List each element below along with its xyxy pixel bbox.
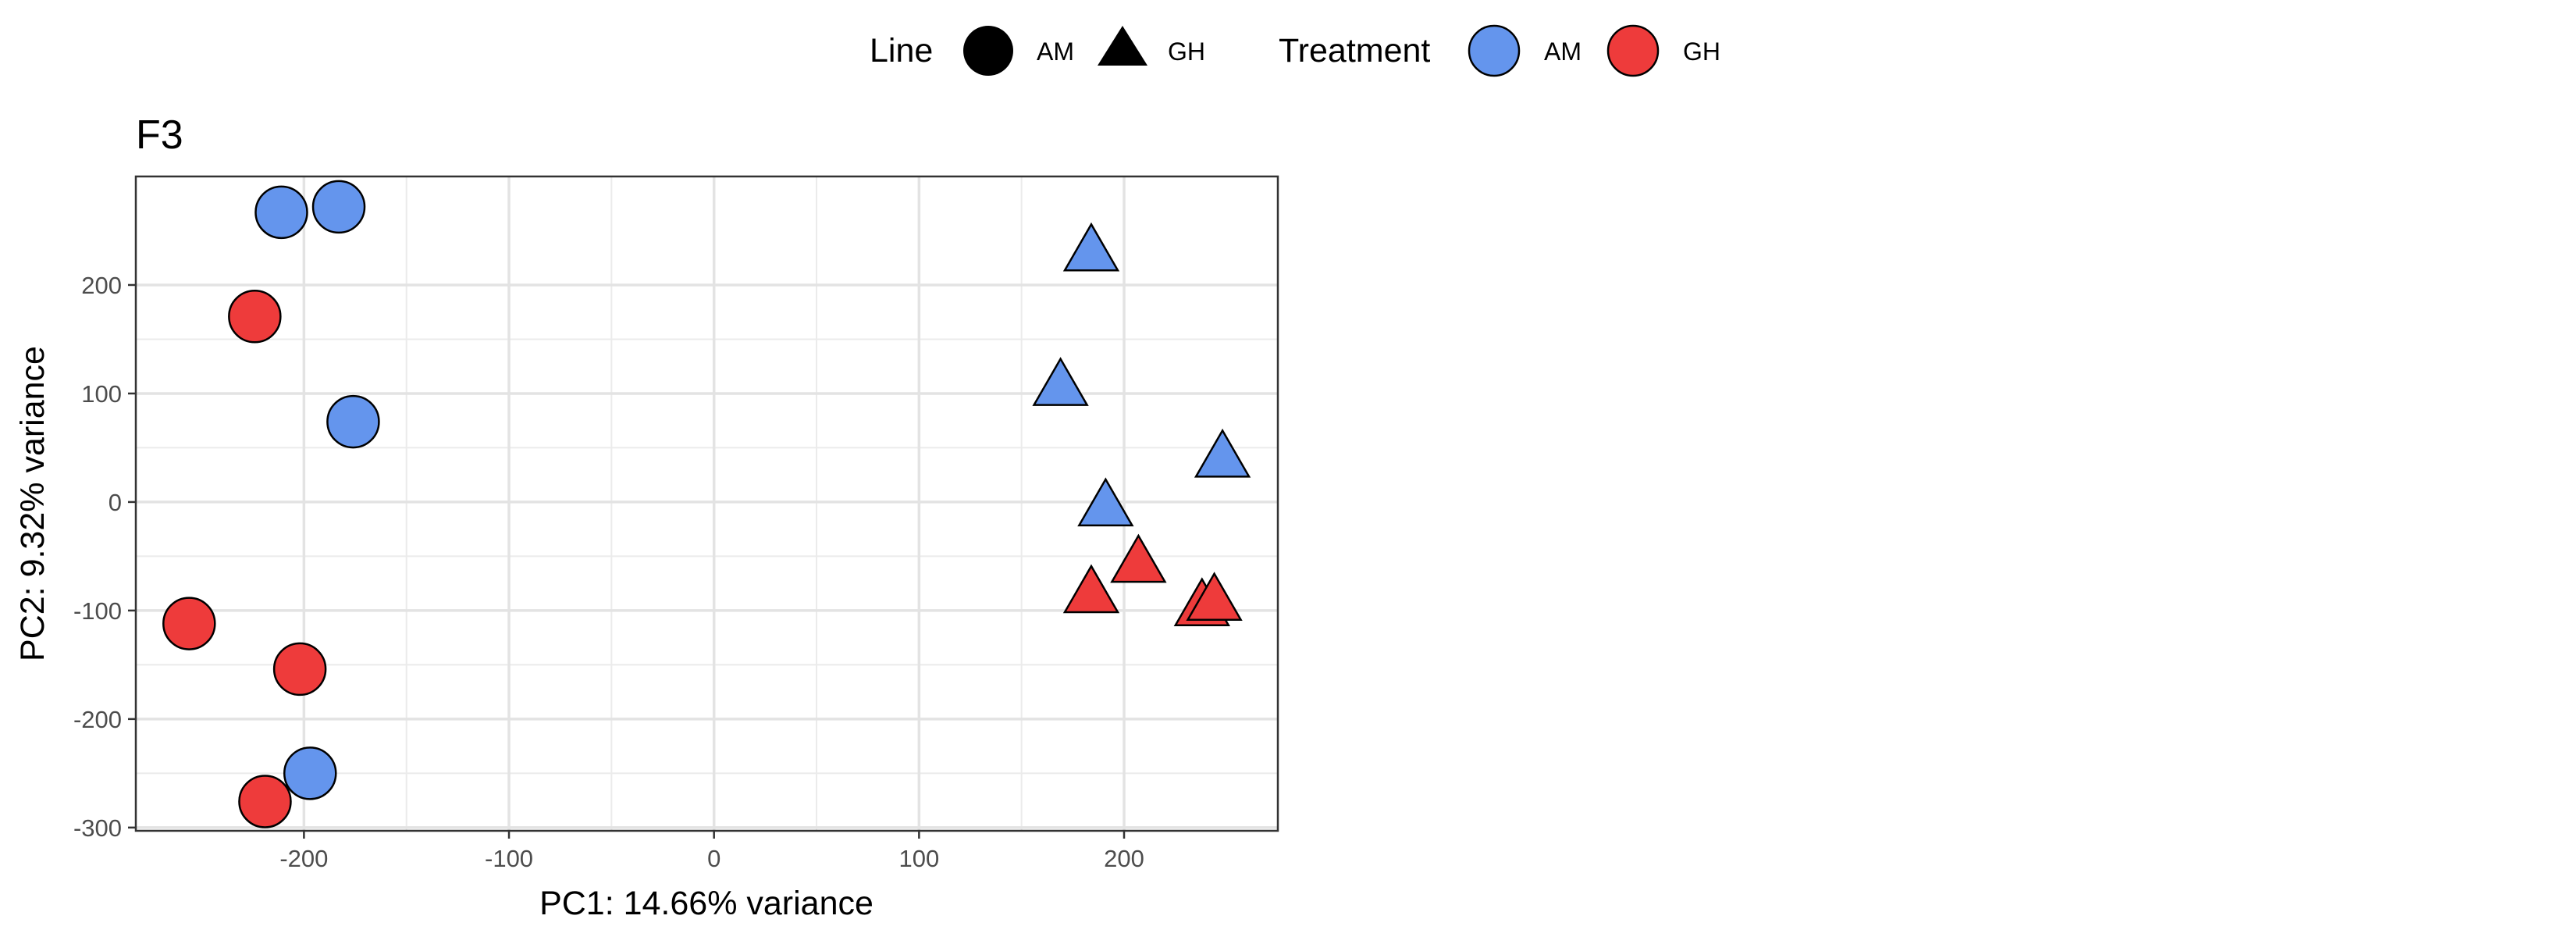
legend-treatment-am-label: AM [1544,37,1582,66]
legend: Line AM GH Treatment AM GH [870,24,1720,77]
x-tick-label: 100 [898,845,939,872]
legend-treatment-am-circle [1468,24,1521,77]
legend-line-gh-label: GH [1168,37,1205,66]
y-tick-label: -200 [73,706,122,733]
legend-treatment-gh-circle [1606,24,1660,77]
data-point-triangle [1077,477,1134,527]
y-tick-label: -100 [73,597,122,625]
data-point-triangle [1194,428,1251,478]
data-point-circle [228,290,282,344]
data-point-circle [283,746,337,800]
data-point-triangle [1186,572,1243,622]
data-point-circle [272,642,327,697]
data-point-triangle [1062,564,1120,614]
legend-line-am-circle [963,26,1013,76]
data-point-circle [326,394,380,449]
y-axis-ticks: -300 -200 -100 0 100 200 [73,272,136,842]
x-tick-label: 200 [1104,845,1144,872]
y-tick-label: 100 [81,380,122,408]
data-points [162,180,1251,828]
x-tick-label: 0 [707,845,720,872]
data-point-circle [162,597,216,650]
data-point-triangle [1110,533,1167,583]
y-tick-label: 0 [109,489,122,516]
x-tick-label: -100 [485,845,533,872]
data-point-circle [311,180,366,234]
legend-treatment-gh-label: GH [1683,37,1720,66]
y-tick-label: 200 [81,272,122,299]
data-point-triangle [1062,222,1120,272]
x-axis-ticks: -200 -100 0 100 200 [279,831,1144,872]
legend-line-title: Line [870,32,933,69]
data-point-circle [254,185,308,240]
legend-line-am-label: AM [1037,37,1074,66]
grid-lines [136,176,1278,831]
chart-title: F3 [136,112,183,158]
plot-border [134,175,1279,832]
x-axis-label: PC1: 14.66% variance [539,885,873,922]
data-point-triangle [1032,357,1089,406]
legend-line-gh-triangle [1098,26,1147,66]
legend-treatment-title: Treatment [1279,32,1430,69]
x-tick-label: -200 [279,845,328,872]
y-axis-label: PC2: 9.32% variance [14,346,52,661]
y-tick-label: -300 [73,814,122,842]
data-point-circle [238,775,292,828]
plot-panel: -200 -100 0 100 200 -300 -200 -100 0 100 200 [73,175,1279,872]
